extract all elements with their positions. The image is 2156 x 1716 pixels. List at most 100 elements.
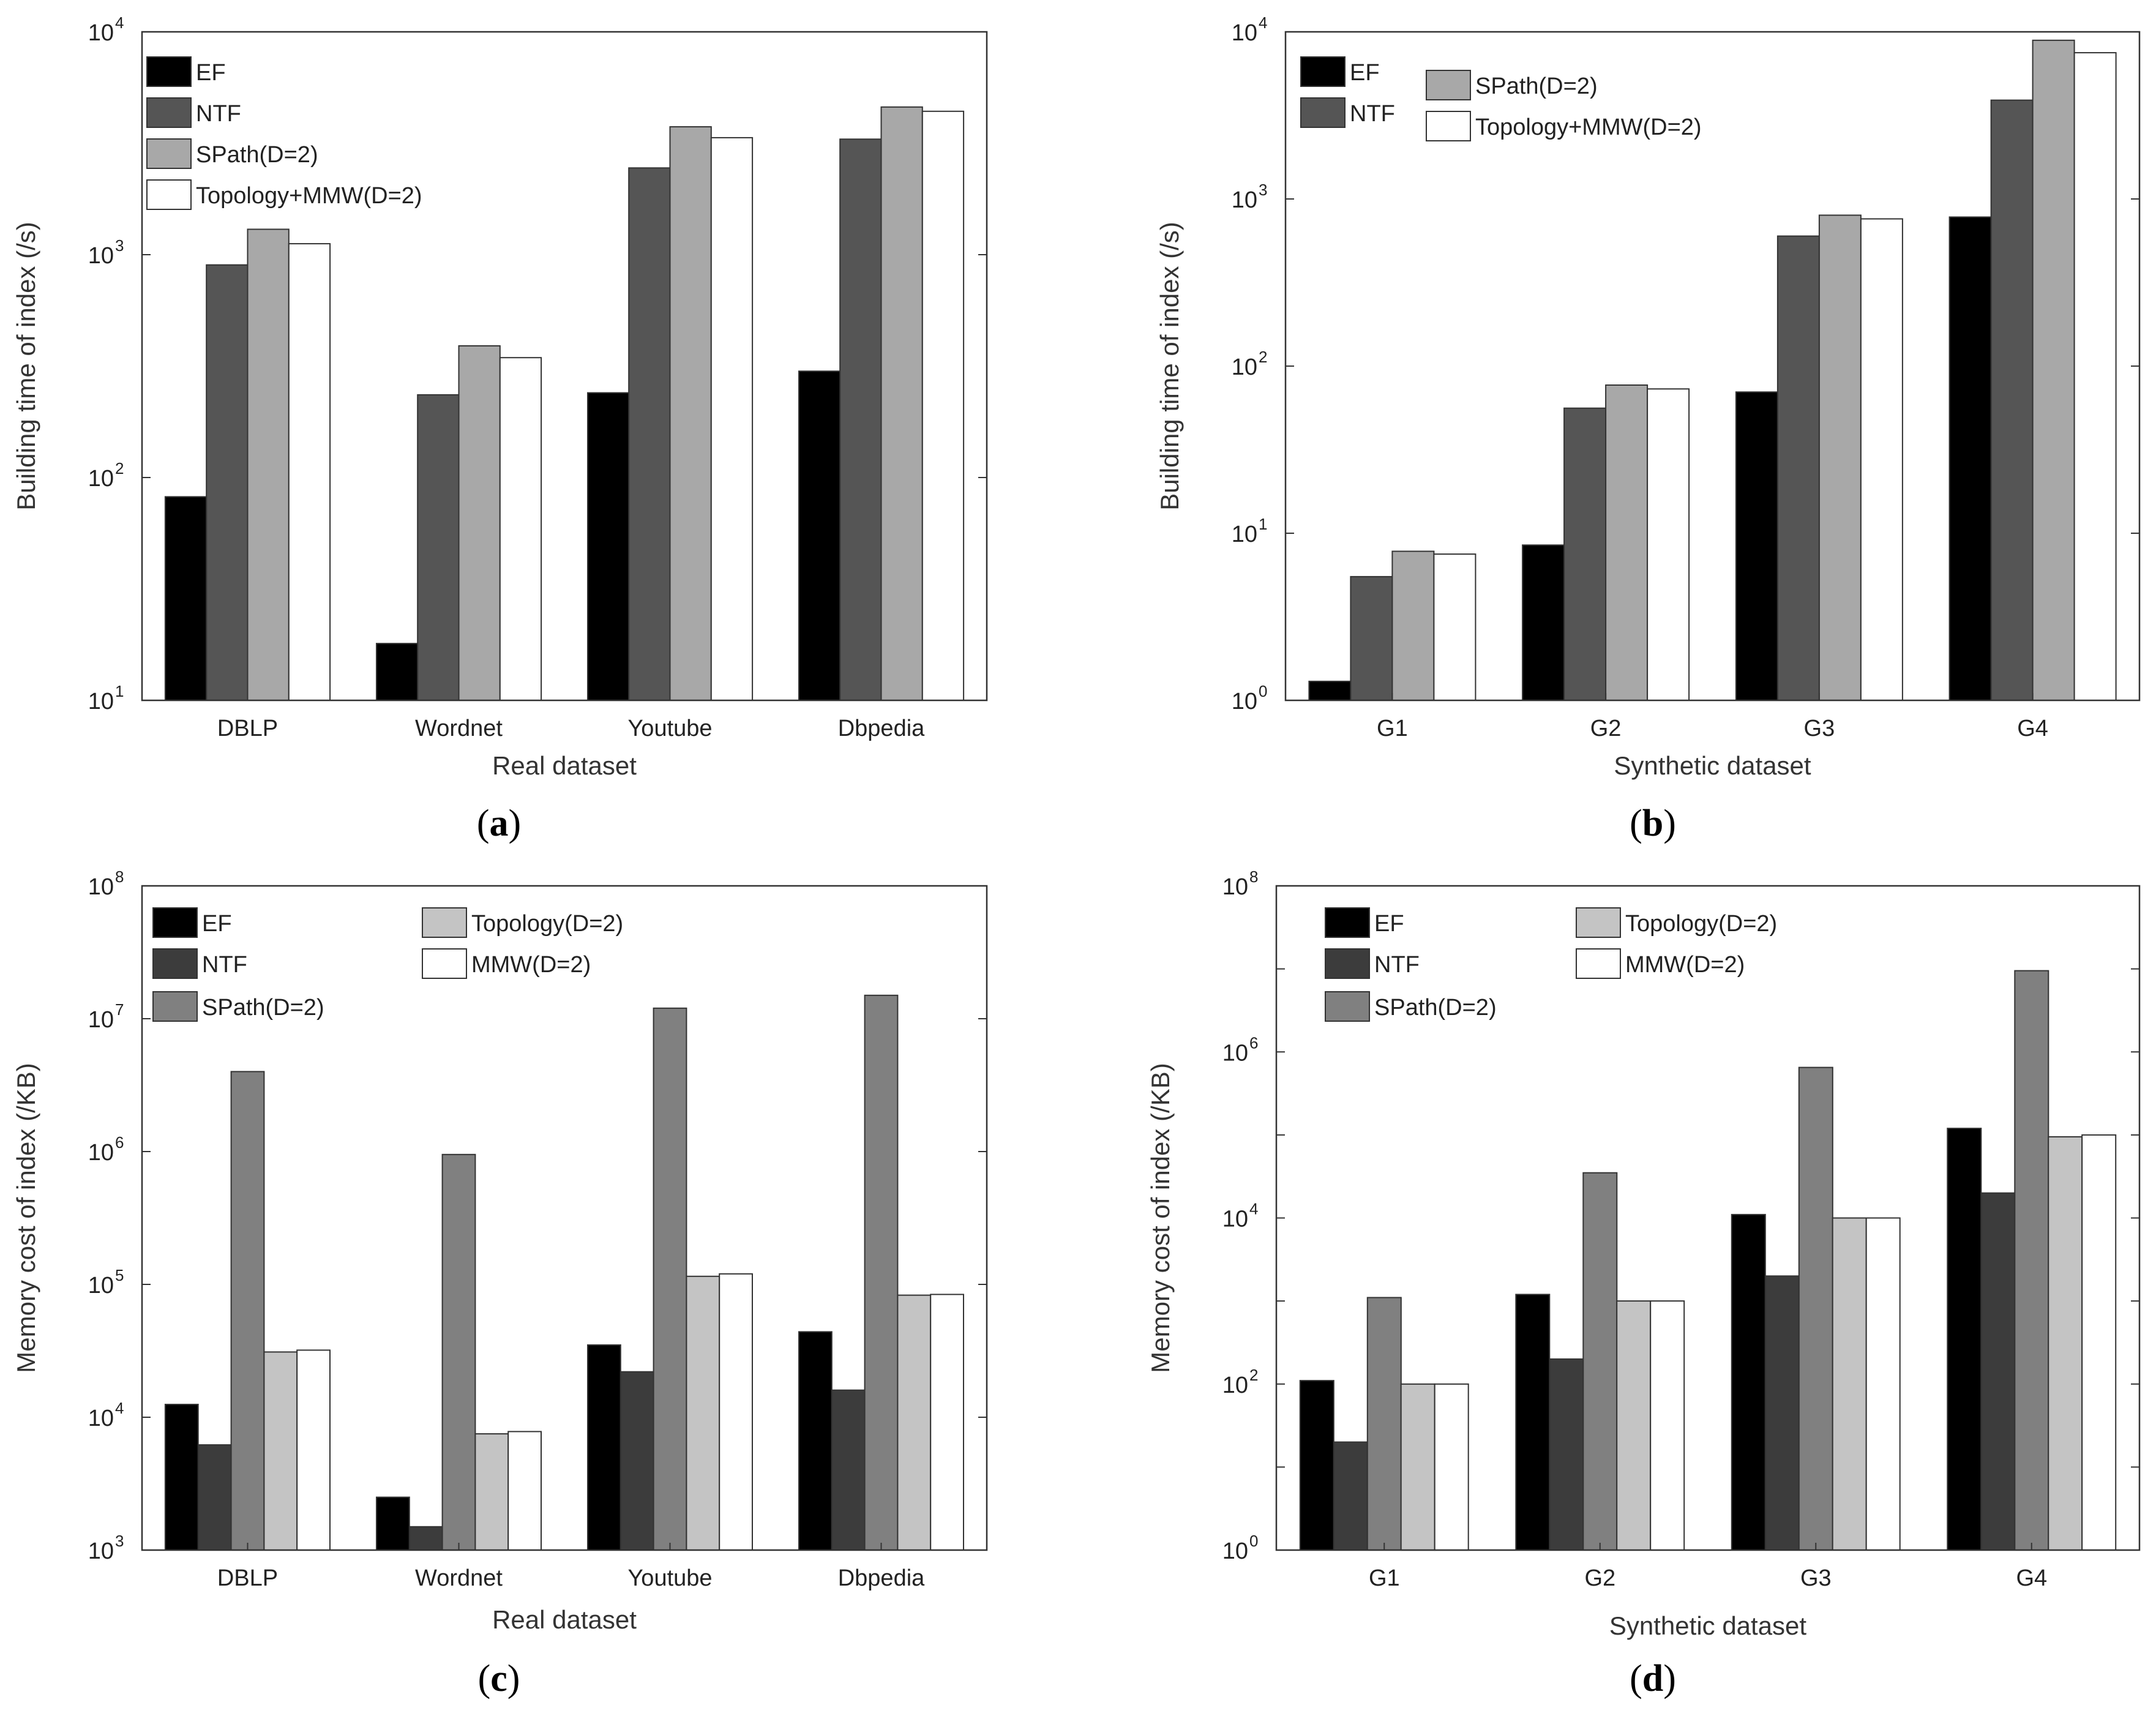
bar-ef-youtube xyxy=(587,392,630,701)
bar-ntf-youtube xyxy=(619,1371,654,1551)
axes-box xyxy=(141,885,988,1551)
bar-topology-d-2--dbpedia xyxy=(897,1294,932,1551)
y-tick-exponent: 1 xyxy=(1259,515,1267,533)
legend-item-mmw-d-2-: MMW(D=2) xyxy=(422,948,591,979)
y-tick-label: 10 1 xyxy=(88,682,124,714)
legend-label: Topology+MMW(D=2) xyxy=(196,183,422,209)
x-tick-label: G3 xyxy=(1804,716,1835,741)
y-tick-label: 10 2 xyxy=(88,459,124,492)
bar-ntf-youtube xyxy=(628,167,671,701)
legend-swatch xyxy=(1426,111,1471,141)
legend-label: SPath(D=2) xyxy=(1374,995,1497,1021)
y-tick-label: 10 8 xyxy=(1222,867,1259,900)
bar-ef-g1 xyxy=(1308,680,1352,702)
bar-mmw-d-2--youtube xyxy=(719,1273,753,1551)
x-tick-label: Wordnet xyxy=(415,1565,503,1591)
y-tick-base: 10 xyxy=(88,1406,114,1431)
y-tick-base: 10 xyxy=(88,20,114,46)
bar-topology-d-2--g3 xyxy=(1832,1217,1867,1551)
legend-label: NTF xyxy=(202,952,247,978)
x-axis-title: Real dataset xyxy=(492,1605,637,1634)
legend-swatch xyxy=(146,56,192,87)
y-axis-title: Building time of index (/s) xyxy=(1155,222,1184,511)
bar-ntf-g2 xyxy=(1549,1358,1584,1551)
legend-label: MMW(D=2) xyxy=(1625,952,1745,978)
x-axis-title: Synthetic dataset xyxy=(1609,1611,1807,1640)
y-tick-label: 10 2 xyxy=(1232,348,1268,380)
legend-item-spath-d-2-: SPath(D=2) xyxy=(1426,70,1598,100)
y-tick-label: 10 2 xyxy=(1222,1366,1259,1398)
y-axis-title: Memory cost of index (/KB) xyxy=(1146,1063,1175,1373)
y-axis-title: Memory cost of index (/KB) xyxy=(12,1063,40,1373)
y-tick-base: 10 xyxy=(88,874,114,900)
x-tick-label: G2 xyxy=(1584,1565,1615,1591)
y-tick-base: 10 xyxy=(88,1140,114,1166)
legend-label: Topology(D=2) xyxy=(1625,911,1777,937)
x-tick-label: Youtube xyxy=(627,1565,712,1591)
bar-ntf-dblp xyxy=(206,264,249,701)
axes-box xyxy=(141,31,988,702)
legend-label: NTF xyxy=(196,101,241,127)
bar-topology-d-2--g2 xyxy=(1616,1300,1652,1551)
y-tick-base: 10 xyxy=(1232,187,1257,213)
y-tick-exponent: 4 xyxy=(115,1399,124,1417)
bar-spath-d-2--youtube xyxy=(669,126,712,702)
y-tick-exponent: 3 xyxy=(115,1532,124,1550)
panel-label: (a) xyxy=(477,803,521,844)
bar-ef-dblp xyxy=(164,1404,199,1551)
bar-ntf-g1 xyxy=(1350,575,1393,702)
y-tick-exponent: 8 xyxy=(115,867,124,886)
y-tick-base: 10 xyxy=(1232,20,1257,46)
panel-label: (b) xyxy=(1630,803,1676,844)
y-tick-exponent: 3 xyxy=(1259,181,1267,199)
y-tick-label: 10 4 xyxy=(88,13,124,46)
bar-topology-d-2--dblp xyxy=(263,1351,298,1551)
bar-topology-mmw-d-2--g1 xyxy=(1433,553,1477,701)
legend-item-ntf: NTF xyxy=(152,948,247,979)
legend-swatch xyxy=(1426,70,1471,100)
y-tick-label: 10 4 xyxy=(1222,1200,1259,1232)
bar-ef-dbpedia xyxy=(798,370,841,701)
x-tick-label: DBLP xyxy=(217,716,278,741)
y-tick-label: 10 6 xyxy=(88,1133,124,1166)
legend-swatch xyxy=(1325,907,1370,938)
legend-label: MMW(D=2) xyxy=(471,952,591,978)
bar-topology-d-2--wordnet xyxy=(474,1433,509,1551)
legend-swatch xyxy=(1325,948,1370,979)
y-tick-exponent: 2 xyxy=(1249,1366,1258,1384)
legend-item-spath-d-2-: SPath(D=2) xyxy=(152,991,324,1022)
x-tick-label: G1 xyxy=(1369,1565,1400,1591)
y-tick-base: 10 xyxy=(88,1007,114,1033)
bar-ef-dblp xyxy=(164,496,208,702)
bar-spath-d-2--youtube xyxy=(653,1007,687,1551)
y-tick-label: 10 8 xyxy=(88,867,124,900)
bar-topology-mmw-d-2--youtube xyxy=(710,137,754,701)
bar-ntf-g2 xyxy=(1563,407,1607,701)
x-tick-label: G1 xyxy=(1377,716,1408,741)
x-tick-label: G3 xyxy=(1800,1565,1832,1591)
legend-item-topology-mmw-d-2-: Topology+MMW(D=2) xyxy=(1426,111,1702,141)
legend-label: SPath(D=2) xyxy=(202,995,324,1021)
y-tick-exponent: 0 xyxy=(1249,1532,1258,1550)
y-tick-label: 10 0 xyxy=(1222,1532,1259,1564)
y-tick-base: 10 xyxy=(1222,1207,1248,1232)
bar-ntf-wordnet xyxy=(408,1526,443,1551)
panel-label: (c) xyxy=(478,1658,520,1699)
legend-item-topology-d-2-: Topology(D=2) xyxy=(422,907,623,938)
y-tick-base: 10 xyxy=(88,1538,114,1564)
legend-swatch xyxy=(146,97,192,128)
legend-item-spath-d-2-: SPath(D=2) xyxy=(1325,991,1497,1022)
y-tick-exponent: 4 xyxy=(1259,13,1267,32)
bar-spath-d-2--g2 xyxy=(1582,1172,1618,1551)
legend-label: EF xyxy=(1374,911,1404,937)
y-tick-exponent: 4 xyxy=(115,13,124,32)
y-tick-base: 10 xyxy=(1232,354,1257,380)
y-tick-base: 10 xyxy=(88,1273,114,1298)
bar-spath-d-2--dblp xyxy=(247,228,290,701)
legend-label: SPath(D=2) xyxy=(1475,73,1598,99)
y-tick-exponent: 6 xyxy=(115,1133,124,1152)
legend-label: EF xyxy=(202,911,232,937)
legend-label: EF xyxy=(196,60,226,86)
bar-mmw-d-2--g3 xyxy=(1865,1217,1901,1551)
